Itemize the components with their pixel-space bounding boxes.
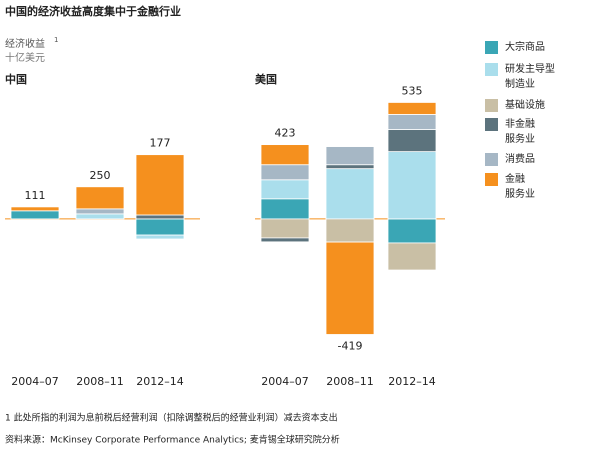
- bar-segment: [135, 234, 185, 240]
- legend-label: 非金融 服务业: [505, 119, 535, 145]
- panel-label: 中国: [5, 72, 27, 86]
- x-tick-label: 2008–11: [76, 375, 124, 388]
- bar-segment: [387, 218, 437, 244]
- legend-swatch: [485, 173, 498, 186]
- total-label: 535: [402, 84, 423, 97]
- legend-label: 大宗商品: [505, 42, 545, 53]
- x-tick-label: 2012–14: [388, 375, 436, 388]
- legend-item: 非金融 服务业: [485, 117, 535, 147]
- bar-segment: [325, 241, 375, 335]
- legend-swatch: [485, 99, 498, 112]
- bar-segment: [260, 237, 310, 243]
- total-label: -419: [338, 339, 363, 352]
- legend-item: 大宗商品: [485, 40, 545, 55]
- legend-label: 基础设施: [505, 100, 545, 111]
- bar-segment: [260, 218, 310, 239]
- total-label: 177: [150, 137, 171, 150]
- legend-item: 金融 服务业: [485, 172, 535, 202]
- legend-swatch: [485, 153, 498, 166]
- bar-segment: [260, 198, 310, 220]
- bar-segment: [75, 186, 125, 210]
- bar-segment: [75, 213, 125, 220]
- legend-swatch: [485, 63, 498, 76]
- bar-segment: [260, 144, 310, 166]
- bar-segment: [135, 218, 185, 236]
- y-label: 经济收益: [5, 37, 45, 50]
- bar-segment: [387, 102, 437, 115]
- bar-segment: [10, 210, 60, 220]
- total-label: 250: [90, 169, 111, 182]
- legend-label: 金融 服务业: [505, 174, 535, 200]
- unit: 十亿美元: [5, 51, 45, 64]
- total-label: 111: [25, 189, 46, 202]
- bar-segment: [10, 206, 60, 212]
- bar-segment: [325, 218, 375, 243]
- legend-item: 消费品: [485, 152, 535, 167]
- legend-label: 研发主导型 制造业: [505, 64, 555, 90]
- bar-segment: [135, 214, 185, 220]
- legend-item: 基础设施: [485, 98, 545, 113]
- legend-label: 消费品: [505, 154, 535, 165]
- bar-segment: [260, 179, 310, 200]
- y-label-note: 1: [54, 36, 58, 44]
- panel-label: 美国: [255, 72, 277, 86]
- bar-segment: [260, 164, 310, 181]
- total-label: 423: [275, 127, 296, 140]
- bar-segment: [325, 164, 375, 170]
- bar-segment: [135, 154, 185, 216]
- footnote: 1 此处所指的利润为息前税后经营利润（扣除调整税后的经营业利润）减去资本支出: [5, 412, 338, 424]
- bar-segment: [387, 114, 437, 130]
- bar-segment: [387, 129, 437, 153]
- bar-segment: [325, 168, 375, 220]
- x-tick-label: 2008–11: [326, 375, 374, 388]
- source: 资料来源：McKinsey Corporate Performance Anal…: [5, 434, 340, 446]
- x-tick-label: 2012–14: [136, 375, 184, 388]
- x-tick-label: 2004–07: [11, 375, 59, 388]
- bar-segment: [75, 208, 125, 215]
- x-tick-label: 2004–07: [261, 375, 309, 388]
- bar-segment: [387, 151, 437, 220]
- bar-segment: [387, 242, 437, 271]
- chart-title: 中国的经济收益高度集中于金融行业: [5, 4, 181, 18]
- legend-swatch: [485, 41, 498, 54]
- legend-swatch: [485, 118, 498, 131]
- legend-item: 研发主导型 制造业: [485, 62, 555, 92]
- bar-segment: [325, 146, 375, 166]
